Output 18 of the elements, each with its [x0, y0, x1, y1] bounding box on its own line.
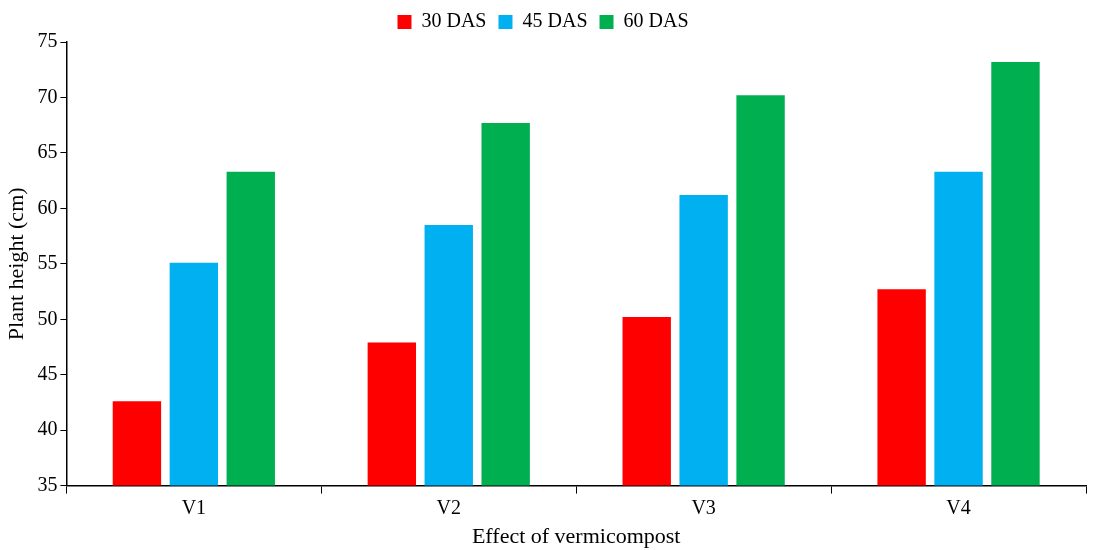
x-tick-label: V4: [946, 495, 971, 518]
legend-label: 30 DAS: [421, 9, 487, 32]
x-tick-label: V3: [691, 495, 716, 518]
y-tick-label: 75: [37, 29, 58, 52]
y-tick-label: 70: [37, 84, 58, 107]
legend-label: 60 DAS: [623, 9, 689, 32]
y-axis-title: Plant height (cm): [2, 187, 28, 341]
x-tick-label: V1: [181, 495, 207, 518]
y-tick-label: 55: [37, 251, 58, 274]
x-axis-title: Effect of vermicompost: [471, 522, 681, 548]
legend-label: 45 DAS: [522, 9, 588, 32]
y-tick-label: 60: [37, 195, 58, 218]
y-tick-label: 40: [37, 417, 58, 440]
y-tick-label: 45: [37, 361, 58, 384]
x-tick-label: V2: [436, 495, 461, 518]
y-tick-label: 65: [37, 140, 58, 163]
y-tick-label: 50: [37, 306, 58, 329]
y-tick-label: 35: [37, 472, 58, 495]
